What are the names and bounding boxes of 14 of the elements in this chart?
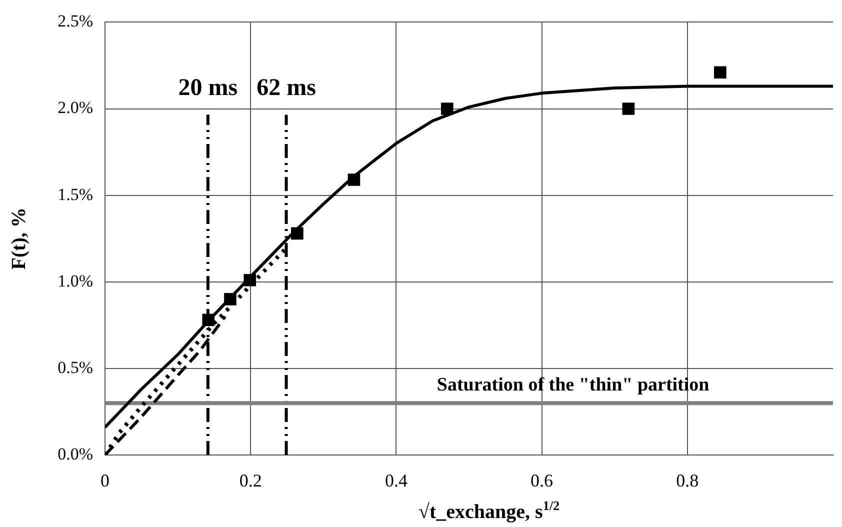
y-tick-label: 2.0% bbox=[58, 98, 93, 118]
x-tick-label: 0.2 bbox=[239, 470, 262, 491]
y-tick-label: 0.5% bbox=[58, 358, 93, 377]
y-tick-label: 2.5% bbox=[58, 12, 93, 31]
x-tick-label: 0.4 bbox=[384, 470, 408, 491]
y-tick-label: 1.5% bbox=[58, 184, 93, 204]
ref-line-label: 20 ms bbox=[178, 74, 238, 101]
ref-line-label: 62 ms bbox=[256, 74, 316, 101]
x-tick-label: 0.6 bbox=[530, 470, 554, 491]
y-tick-label: 0.0% bbox=[58, 444, 93, 464]
x-tick-label: 0.8 bbox=[676, 470, 699, 491]
y-tick-label: 1.0% bbox=[58, 271, 93, 290]
x-tick-label: 0 bbox=[100, 470, 110, 491]
y-axis-title: F(t), % bbox=[8, 208, 30, 270]
